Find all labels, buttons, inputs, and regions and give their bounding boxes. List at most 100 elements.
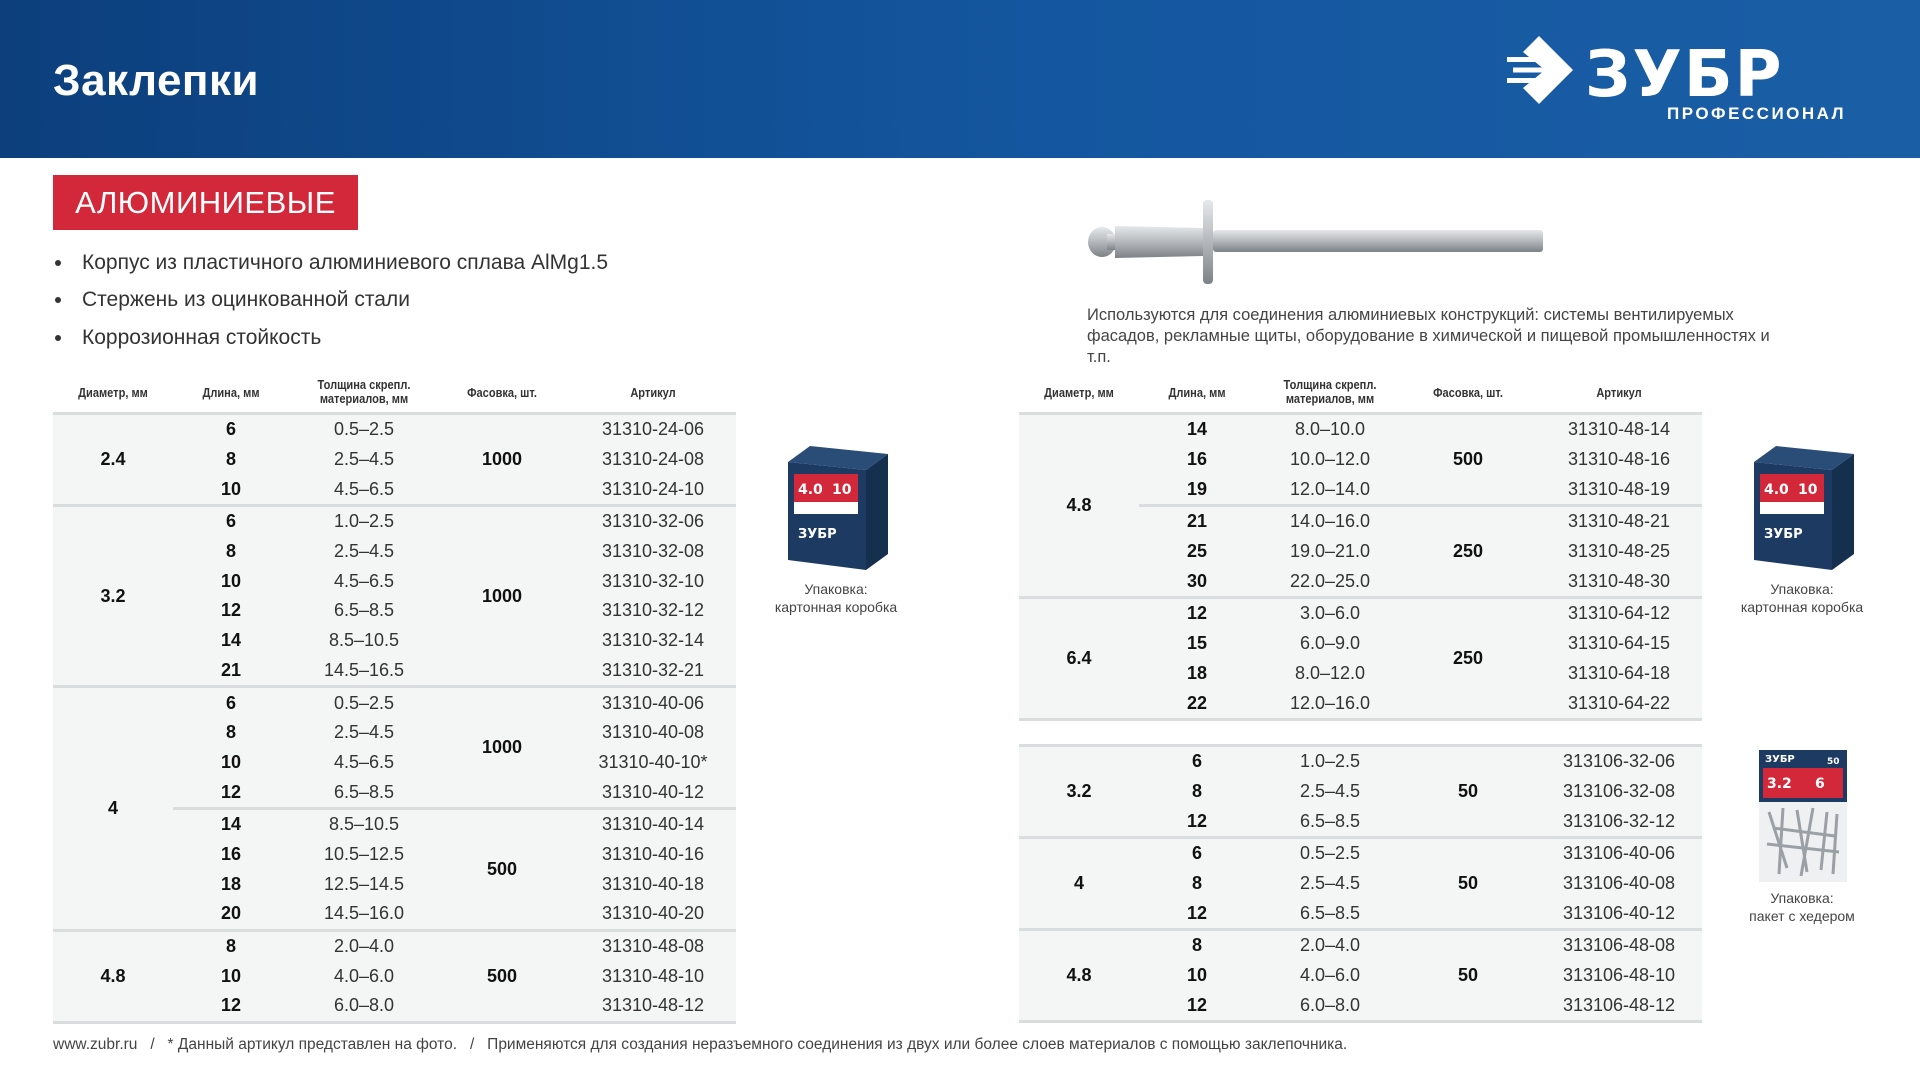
feature-list: Корпус из пластичного алюминиевого сплав… (53, 244, 608, 357)
thickness-cell: 14.0–16.0 (1289, 511, 1371, 532)
pack-group: 250 12 3.0–6.0 31310-64-12 15 6.0–9.0 31310-64… (1019, 599, 1702, 718)
zubr-logo: ЗУБР ПРОФЕССИОНАЛ (1505, 30, 1875, 130)
length-cell: 10 (220, 751, 242, 772)
pack-cell: 250 (1452, 541, 1484, 562)
thickness-cell: 2.5–4.5 (1299, 873, 1361, 894)
thickness-cell: 6.5–8.5 (1299, 902, 1361, 923)
table-row: 6 0.5–2.5 31310-24-06 (53, 415, 736, 445)
thickness-cell: 1.0–2.5 (1299, 751, 1361, 772)
diameter-group: 4.8 500 8 2.0–4.0 31310-48-08 10 4.0–6.0 31310-… (53, 932, 736, 1024)
packaging-type: картонная коробка (774, 599, 898, 615)
thickness-cell: 4.5–6.5 (333, 478, 395, 499)
article-cell: 31310-48-16 (1567, 449, 1671, 470)
article-cell: 31310-64-18 (1567, 662, 1671, 683)
article-cell: 31310-64-22 (1567, 692, 1671, 713)
svg-text:10: 10 (832, 482, 852, 498)
table-row: 10 4.5–6.5 31310-40-10* (53, 748, 736, 778)
article-cell: 313106-40-12 (1562, 902, 1676, 923)
article-cell: 31310-48-10 (601, 965, 705, 986)
length-cell: 8 (225, 936, 236, 957)
length-cell: 6 (1191, 843, 1202, 864)
thickness-cell: 2.5–4.5 (333, 449, 395, 470)
article-cell: 313106-48-12 (1562, 994, 1676, 1015)
length-cell: 15 (1186, 633, 1208, 654)
table-row: 20 14.5–16.0 31310-40-20 (53, 899, 736, 929)
thickness-cell: 10.0–12.0 (1289, 449, 1371, 470)
usage-description: Используются для соединения алюминиевых … (1087, 306, 1770, 366)
feature-item: Стержень из оцинкованной стали (53, 282, 608, 320)
table-row: 19 12.0–14.0 31310-48-19 (1019, 474, 1702, 504)
article-cell: 31310-48-14 (1567, 419, 1671, 440)
length-cell: 10 (220, 965, 242, 986)
diameter-cell: 2.4 (100, 449, 126, 470)
diameter-group: 2.4 1000 6 0.5–2.5 31310-24-06 8 2.5–4.5 31310-… (53, 415, 736, 508)
length-cell: 21 (1186, 511, 1208, 532)
table-row: 22 12.0–16.0 31310-64-22 (1019, 688, 1702, 718)
article-cell: 313106-40-08 (1562, 873, 1676, 894)
pack-group: 500 8 2.0–4.0 31310-48-08 10 4.0–6.0 31310-48-… (53, 932, 736, 1021)
article-cell: 31310-32-10 (601, 570, 705, 591)
thickness-cell: 8.0–10.0 (1294, 419, 1366, 440)
column-header: Длина, мм (202, 385, 260, 400)
length-cell: 14 (220, 814, 242, 835)
length-cell: 22 (1186, 692, 1208, 713)
zubr-logo-icon: ЗУБР (1507, 36, 1782, 112)
diameter-cell: 3.2 (100, 585, 126, 606)
table-row: 10 4.0–6.0 31310-48-10 (53, 961, 736, 991)
feature-item: Корпус из пластичного алюминиевого сплав… (53, 244, 608, 282)
table-row: 12 6.0–8.0 313106-48-12 (1019, 991, 1702, 1021)
thickness-cell: 14.5–16.5 (323, 659, 405, 680)
thickness-cell: 6.0–8.0 (333, 995, 395, 1016)
table-row: 8 2.5–4.5 31310-24-08 (53, 445, 736, 475)
cardboard-box-image: 4.0 10 ЗУБР (788, 446, 888, 570)
article-cell: 31310-48-12 (601, 995, 705, 1016)
pack-cell: 500 (486, 858, 518, 879)
length-cell: 10 (220, 570, 242, 591)
table-row: 8 2.5–4.5 313106-40-08 (1019, 869, 1702, 899)
article-cell: 31310-48-25 (1567, 541, 1671, 562)
article-cell: 31310-24-06 (601, 419, 705, 440)
article-cell: 31310-40-10* (598, 751, 708, 772)
article-cell: 31310-48-08 (601, 936, 705, 957)
article-cell: 31310-48-30 (1567, 570, 1671, 591)
pack-group: 1000 6 1.0–2.5 31310-32-06 8 2.5–4.5 31310-32-… (53, 507, 736, 685)
article-cell: 313106-48-10 (1562, 965, 1676, 986)
article-cell: 31310-48-21 (1567, 511, 1671, 532)
thickness-cell: 8.5–10.5 (328, 630, 400, 651)
length-cell: 18 (220, 873, 242, 894)
diameter-group: 4 50 6 0.5–2.5 313106-40-06 8 2.5–4.5 313106-40… (1019, 839, 1702, 932)
article-cell: 31310-32-21 (601, 659, 705, 680)
svg-text:6: 6 (1815, 776, 1825, 792)
table-row: 12 6.0–8.0 31310-48-12 (53, 991, 736, 1021)
thickness-cell: 6.5–8.5 (1299, 810, 1361, 831)
length-cell: 21 (220, 659, 242, 680)
pack-cell: 1000 (481, 737, 523, 758)
thickness-cell: 12.0–16.0 (1289, 692, 1371, 713)
category-badge: АЛЮМИНИЕВЫЕ (53, 175, 358, 230)
cardboard-box-image: 4.0 10 ЗУБР (1754, 446, 1854, 570)
length-cell: 30 (1186, 570, 1208, 591)
pack-cell: 1000 (481, 449, 523, 470)
thickness-cell: 6.0–8.0 (1299, 994, 1361, 1015)
diameter-group: 4 1000 6 0.5–2.5 31310-40-06 8 2.5–4.5 31310-40… (53, 688, 736, 932)
length-cell: 12 (1186, 810, 1208, 831)
diameter-cell: 4.8 (100, 965, 126, 986)
svg-text:ЗУБР: ЗУБР (1765, 754, 1795, 765)
logo-subtitle: ПРОФЕССИОНАЛ (1667, 104, 1847, 123)
svg-text:4.0: 4.0 (798, 482, 823, 498)
bag-packaging-caption: Упаковка: пакет с хедером (1712, 889, 1892, 925)
column-header: Диаметр, мм (78, 385, 148, 400)
article-cell: 31310-40-16 (601, 843, 705, 864)
page-header: Заклепки ЗУБР ПРОФЕССИОНАЛ (0, 0, 1920, 158)
packaging-type: пакет с хедером (1749, 908, 1855, 924)
packaging-label: Упаковка: (804, 581, 868, 597)
thickness-cell: 10.5–12.5 (323, 843, 405, 864)
thickness-cell: 2.5–4.5 (1299, 781, 1361, 802)
thickness-cell: 4.0–6.0 (333, 965, 395, 986)
pack-group: 500 14 8.5–10.5 31310-40-14 16 10.5–12.5 31310… (173, 806, 736, 929)
column-header: Длина, мм (1168, 385, 1226, 400)
table-row: 12 6.5–8.5 31310-32-12 (53, 596, 736, 626)
packaging-label: Упаковка: (1770, 890, 1834, 906)
column-header: Толщина скрепл. материалов, мм (1283, 377, 1377, 406)
table-row: 12 3.0–6.0 31310-64-12 (1019, 599, 1702, 629)
